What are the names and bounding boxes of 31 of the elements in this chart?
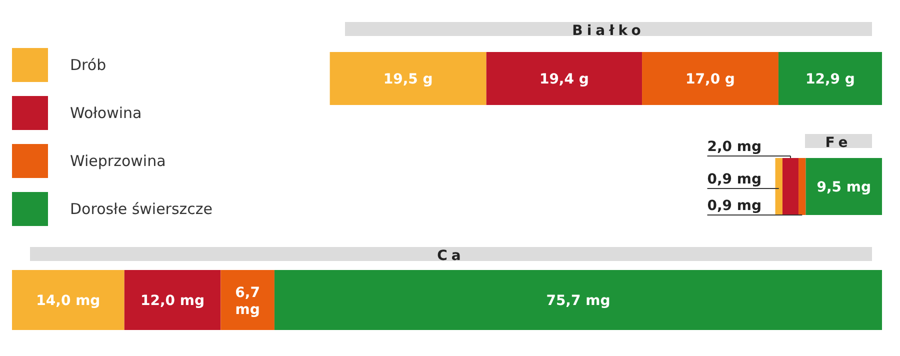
chart-title: Białko xyxy=(572,23,645,39)
data-label: 6,7 mg xyxy=(235,285,260,318)
data-label: 19,5 g xyxy=(383,72,433,88)
bar xyxy=(12,270,124,330)
chart-title: Fe xyxy=(825,135,852,151)
bar xyxy=(806,158,882,215)
legend-label: Wołowina xyxy=(70,104,142,122)
legend-label: Dorosłe świerszcze xyxy=(70,200,212,218)
bar xyxy=(486,52,642,105)
bar xyxy=(782,158,799,215)
data-label: 19,4 g xyxy=(539,72,589,88)
bar xyxy=(778,52,882,105)
bar xyxy=(775,158,782,215)
data-label: 75,7 mg xyxy=(546,293,610,309)
data-label: 2,0 mg xyxy=(707,139,762,155)
data-label: 12,9 g xyxy=(806,72,855,88)
data-label: 12,0 mg xyxy=(140,293,205,309)
chart-title: Ca xyxy=(437,248,465,264)
bar xyxy=(642,52,778,105)
bar xyxy=(798,158,806,215)
data-label: 17,0 g xyxy=(686,72,735,88)
bar xyxy=(220,270,274,330)
bar xyxy=(274,270,882,330)
data-label: 0,9 mg xyxy=(707,198,762,214)
bar xyxy=(124,270,221,330)
legend-label: Wieprzowina xyxy=(70,152,166,170)
legend-label: Drób xyxy=(70,56,106,74)
bar xyxy=(330,52,486,105)
data-label: 14,0 mg xyxy=(36,293,100,309)
data-label: 9,5 mg xyxy=(816,180,872,196)
data-label: 0,9 mg xyxy=(707,172,762,188)
